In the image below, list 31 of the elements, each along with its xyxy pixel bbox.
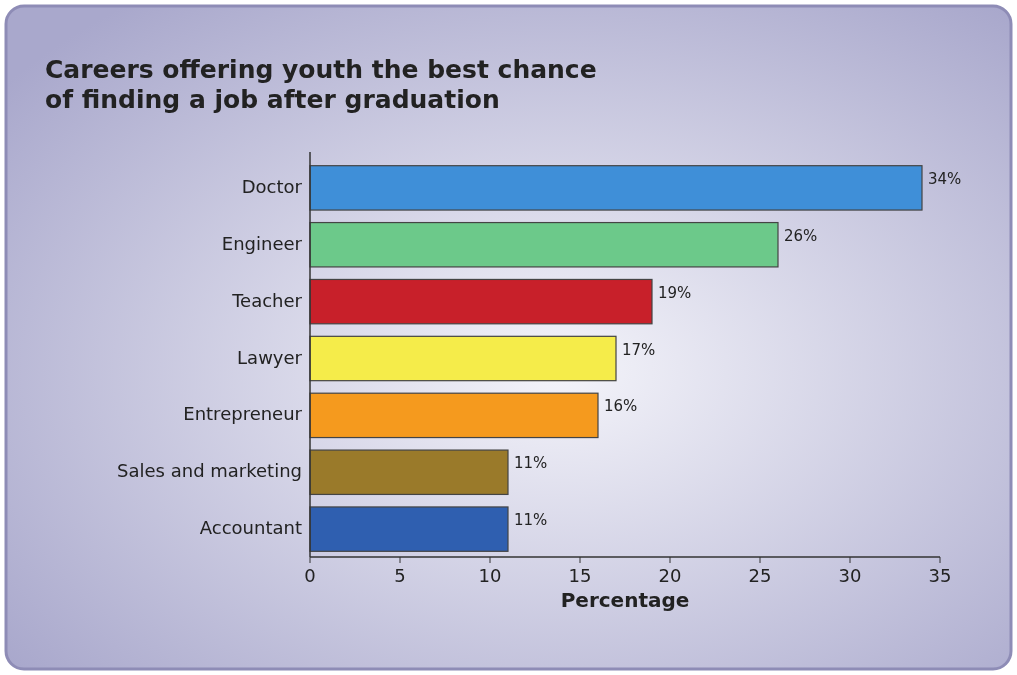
- y-tick-label: Lawyer: [237, 346, 303, 368]
- x-tick-label: 5: [394, 565, 406, 586]
- x-tick-label: 25: [748, 565, 772, 586]
- data-label: 11%: [514, 511, 548, 530]
- bar: [309, 506, 509, 552]
- data-label: 17%: [622, 340, 656, 359]
- x-tick-label: 15: [568, 565, 592, 586]
- x-tick-label: 35: [928, 565, 952, 586]
- y-tick-label: Accountant: [199, 517, 302, 539]
- x-axis-title: Percentage: [560, 588, 690, 612]
- bar: [309, 278, 653, 325]
- bar: [309, 221, 779, 268]
- x-tick-label: 20: [658, 565, 682, 586]
- data-label: 16%: [604, 397, 638, 416]
- y-tick-label: Sales and marketing: [117, 460, 302, 482]
- x-tick-label: 30: [838, 565, 862, 586]
- bar: [309, 449, 509, 496]
- y-tick-label: Teacher: [231, 289, 303, 311]
- bar: [309, 335, 617, 382]
- y-tick-label: Engineer: [221, 232, 303, 254]
- data-label: 26%: [784, 226, 818, 245]
- data-label: 11%: [514, 454, 548, 473]
- x-tick-label: 0: [304, 565, 316, 586]
- data-label: 19%: [658, 283, 692, 302]
- y-tick-label: Doctor: [241, 175, 303, 197]
- chart-title: Careers offering youth the best chance of finding a job after graduation: [45, 55, 597, 114]
- bar: [309, 165, 923, 211]
- x-tick-label: 10: [478, 565, 502, 586]
- bar: [309, 392, 599, 439]
- data-label: 34%: [928, 169, 962, 188]
- y-tick-label: Entrepreneur: [183, 403, 303, 425]
